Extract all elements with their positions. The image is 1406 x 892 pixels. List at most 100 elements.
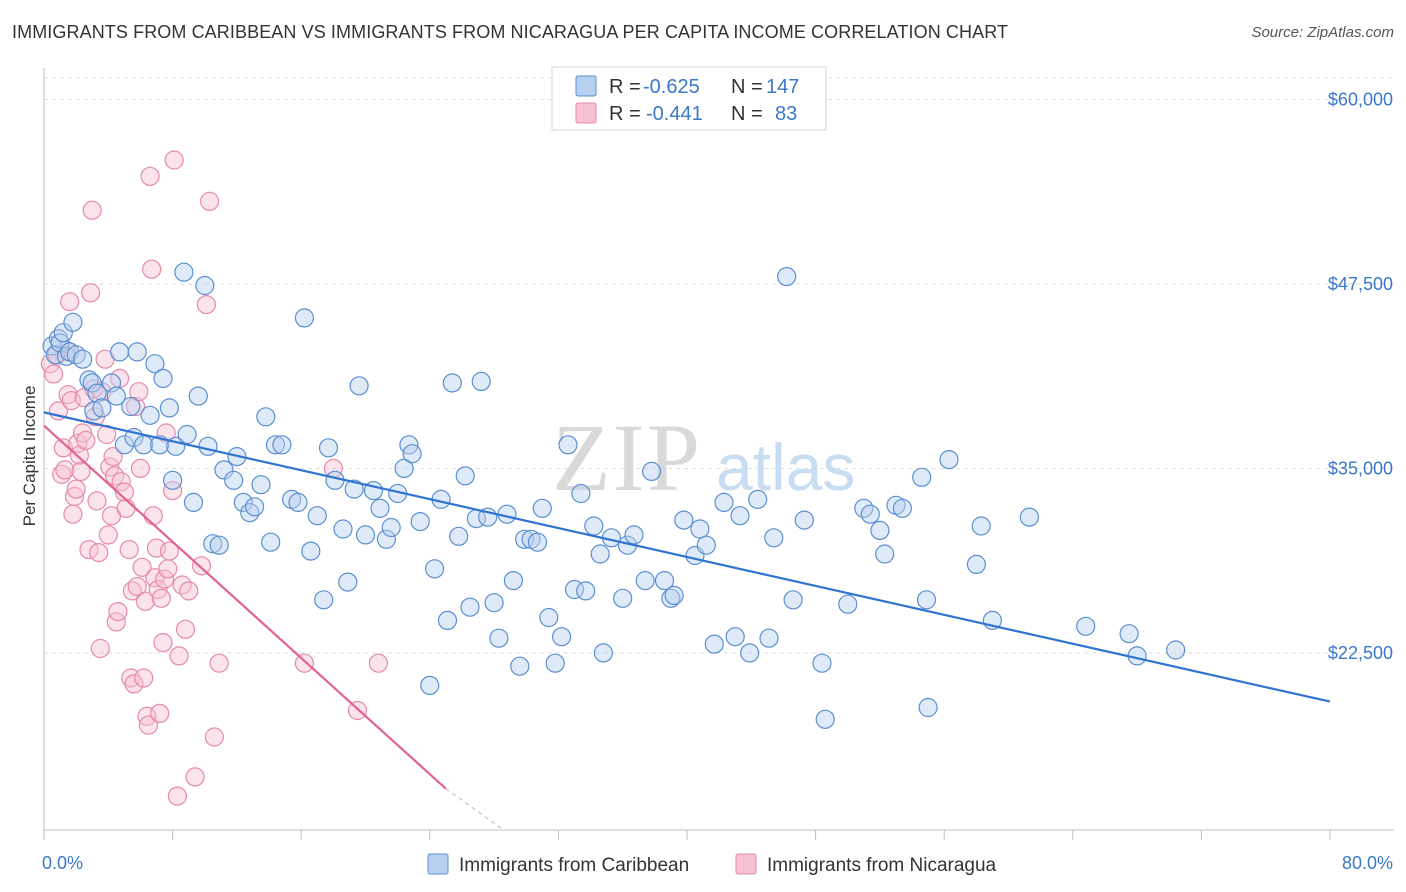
caribbean-point xyxy=(777,267,797,287)
nicaragua-point xyxy=(60,292,80,312)
caribbean-point xyxy=(704,634,724,654)
caribbean-point xyxy=(532,498,552,518)
y-tick-label: $60,000 xyxy=(1328,90,1393,110)
caribbean-point xyxy=(394,458,414,478)
caribbean-point xyxy=(815,709,835,729)
y-tick-label: $22,500 xyxy=(1328,643,1393,663)
nicaragua-point xyxy=(191,556,212,576)
caribbean-point xyxy=(261,532,281,552)
caribbean-point xyxy=(224,470,244,490)
nicaragua-point xyxy=(127,576,147,597)
x-tick-label-max: 80.0% xyxy=(1342,853,1393,873)
caribbean-point xyxy=(265,435,286,455)
nicaragua-point xyxy=(103,447,123,467)
nicaragua-swatch xyxy=(575,102,597,124)
caribbean-point xyxy=(121,396,141,417)
caribbean-point xyxy=(545,653,565,673)
nicaragua-point xyxy=(156,423,176,443)
caribbean-point xyxy=(635,570,655,591)
caribbean-point xyxy=(163,470,183,490)
nicaragua-point xyxy=(119,539,139,560)
caribbean-point xyxy=(92,398,112,418)
nicaragua-point xyxy=(71,461,91,481)
caribbean-point xyxy=(376,529,396,549)
nicaragua-point xyxy=(143,506,163,526)
nicaragua-point xyxy=(100,457,120,477)
nicaragua-point xyxy=(132,557,152,577)
nicaragua-point xyxy=(200,191,220,211)
legend-r-label: R = xyxy=(609,76,641,98)
nicaragua-point xyxy=(150,703,170,724)
nicaragua-point xyxy=(163,481,183,501)
nicaragua-point xyxy=(151,588,171,608)
watermark-atlas: atlas xyxy=(716,430,855,504)
caribbean-point xyxy=(584,516,604,536)
caribbean-point xyxy=(159,398,179,418)
caribbean-point xyxy=(764,528,784,548)
nicaragua-point xyxy=(138,715,159,735)
grid xyxy=(44,77,1394,654)
caribbean-point xyxy=(349,376,369,396)
nicaragua-point xyxy=(124,674,144,694)
caribbean-point xyxy=(613,588,633,608)
caribbean-point xyxy=(370,498,390,518)
legend-n-value-caribbean: 147 xyxy=(766,76,799,98)
nicaragua-point xyxy=(179,581,199,601)
x-tick-label-min: 0.0% xyxy=(42,853,83,873)
caribbean-point xyxy=(294,308,314,328)
caribbean-point xyxy=(503,570,524,591)
caribbean-point xyxy=(318,438,339,458)
caribbean-point xyxy=(918,697,938,718)
caribbean-points xyxy=(42,262,1186,729)
nicaragua-point xyxy=(135,591,155,611)
caribbean-point xyxy=(484,593,504,613)
caribbean-point xyxy=(471,371,491,391)
caribbean-point xyxy=(174,262,194,282)
caribbean-point xyxy=(82,373,102,393)
caribbean-point xyxy=(256,407,276,427)
nicaragua-point xyxy=(129,382,149,402)
nicaragua-point xyxy=(116,498,136,518)
nicaragua-point xyxy=(158,559,178,579)
nicaragua-point xyxy=(89,542,109,563)
nicaragua-point xyxy=(76,430,96,450)
caribbean-point xyxy=(838,594,858,614)
caribbean-point xyxy=(966,554,987,575)
caribbean-swatch xyxy=(575,75,597,97)
nicaragua-point xyxy=(196,295,216,315)
caribbean-point xyxy=(209,535,229,555)
nicaragua-point xyxy=(53,438,73,458)
y-tick-label: $47,500 xyxy=(1328,274,1393,294)
caribbean-point xyxy=(188,386,208,406)
caribbean-point xyxy=(442,373,462,393)
caribbean-point xyxy=(489,628,509,648)
caribbean-point xyxy=(860,504,880,524)
caribbean-point xyxy=(748,489,768,509)
axes xyxy=(43,68,1394,840)
legend-n-label: N = xyxy=(731,103,763,125)
caribbean-point xyxy=(875,544,895,564)
caribbean-point xyxy=(916,590,937,610)
bottom-legend-caribbean-label: Immigrants from Caribbean xyxy=(459,855,689,876)
source-credit: Source: ZipAtlas.com xyxy=(1251,24,1394,41)
caribbean-point xyxy=(539,607,559,628)
watermark: ZIP atlas xyxy=(552,404,855,511)
caribbean-point xyxy=(759,628,779,648)
caribbean-point xyxy=(571,483,591,504)
caribbean-point xyxy=(730,506,750,526)
nicaragua-point xyxy=(108,601,128,622)
nicaragua-point xyxy=(63,504,83,524)
caribbean-point xyxy=(892,498,913,518)
caribbean-point xyxy=(590,544,610,564)
caribbean-point xyxy=(214,460,234,480)
nicaragua-point xyxy=(90,638,110,659)
nicaragua-point xyxy=(114,482,135,502)
caribbean-point xyxy=(307,506,327,526)
bottom-legend: Immigrants from Caribbean Immigrants fro… xyxy=(427,853,997,876)
caribbean-point xyxy=(1019,507,1040,527)
caribbean-point xyxy=(420,675,440,696)
nicaragua-point xyxy=(169,646,189,666)
nicaragua-point xyxy=(98,525,118,545)
caribbean-point xyxy=(355,525,376,545)
caribbean-point xyxy=(134,435,154,455)
